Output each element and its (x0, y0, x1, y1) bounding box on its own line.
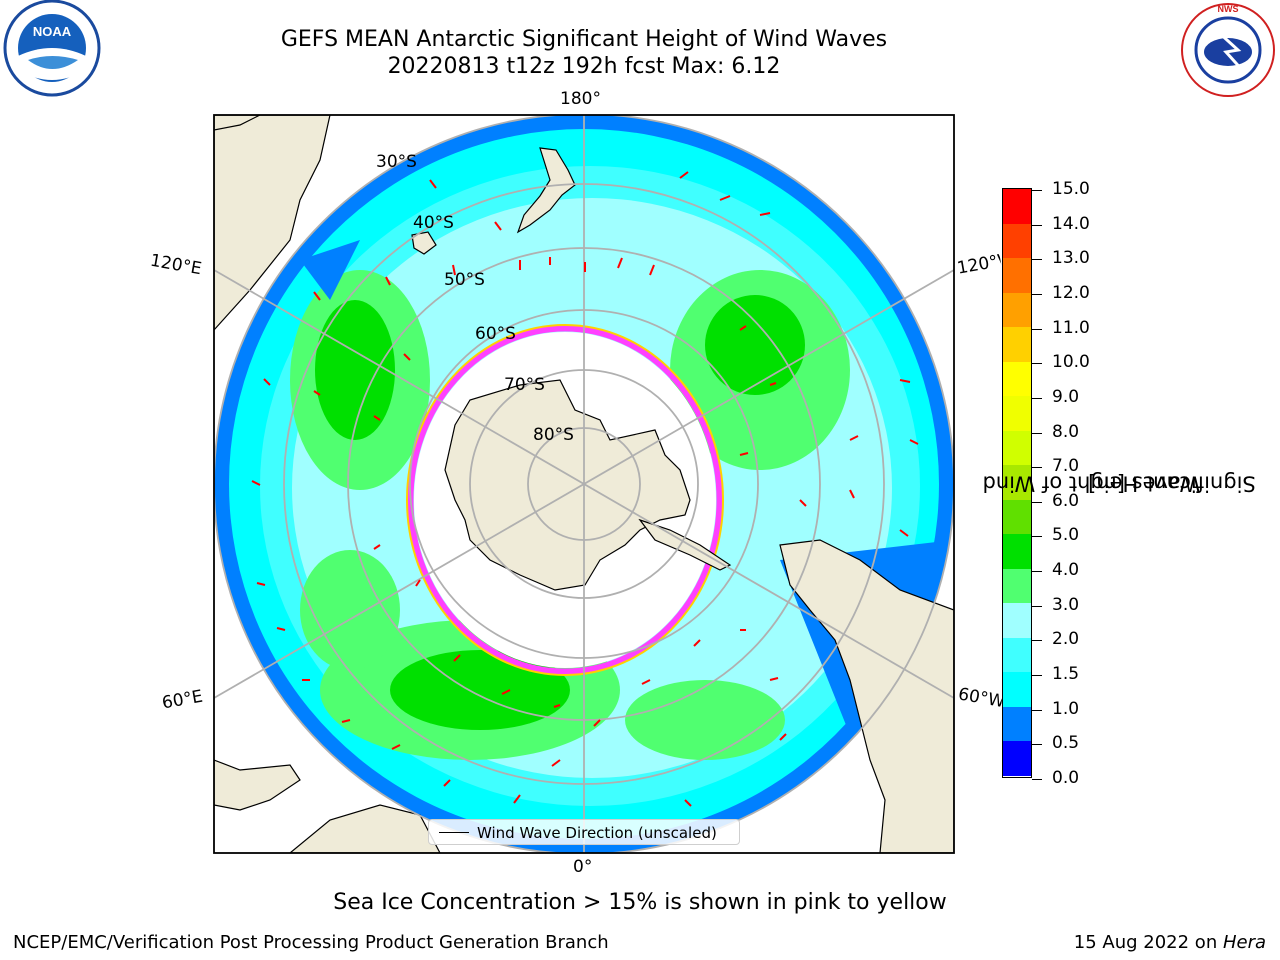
colorbar-tick-label: 14.0 (1052, 213, 1090, 234)
map-legend: Wind Wave Direction (unscaled) (428, 819, 740, 845)
colorbar-tick-label: 5.0 (1052, 525, 1080, 546)
lat-label-60s: 60°S (475, 324, 516, 344)
colorbar-tick-label: 7.0 (1052, 456, 1080, 477)
colorbar-segment (1003, 327, 1031, 362)
colorbar-tick (1032, 328, 1042, 330)
colorbar-tick (1032, 640, 1042, 642)
colorbar-tick (1032, 501, 1042, 503)
sea-ice-note: Sea Ice Concentration > 15% is shown in … (333, 890, 947, 915)
colorbar-segment (1003, 534, 1031, 569)
colorbar-label: Significant Height of Wind Waves [m] (983, 188, 1256, 778)
colorbar-tick (1032, 709, 1042, 711)
colorbar-tick (1032, 259, 1042, 261)
colorbar-tick-label: 6.0 (1052, 490, 1080, 511)
colorbar-tick-label: 2.0 (1052, 629, 1080, 650)
footer-host: Hera (1222, 932, 1266, 953)
lat-label-50s: 50°S (444, 270, 485, 290)
colorbar-segment (1003, 568, 1031, 604)
colorbar-tick (1032, 605, 1042, 607)
colorbar-tick (1032, 293, 1042, 295)
colorbar-segment (1003, 672, 1031, 707)
lat-label-70s: 70°S (504, 375, 545, 395)
colorbar-tick (1032, 571, 1042, 573)
colorbar-segment (1003, 603, 1031, 638)
legend-label: Wind Wave Direction (unscaled) (477, 824, 717, 842)
colorbar-tick (1032, 363, 1042, 365)
lat-label-30s: 30°S (376, 152, 417, 172)
colorbar-tick-label: 3.0 (1052, 594, 1080, 615)
colorbar-tick-label: 0.5 (1052, 733, 1080, 754)
colorbar-segment (1003, 223, 1031, 259)
footer-date-text: 15 Aug 2022 on (1073, 932, 1223, 953)
colorbar-segment (1003, 465, 1031, 500)
colorbar-tick (1032, 744, 1042, 746)
colorbar-tick-label: 1.0 (1052, 698, 1080, 719)
lat-label-40s: 40°S (413, 213, 454, 233)
nws-logo-text: NWS (1218, 4, 1239, 14)
colorbar-tick-label: 4.0 (1052, 560, 1080, 581)
colorbar-segment (1003, 396, 1031, 431)
colorbar-tick (1032, 432, 1042, 434)
lat-label-80s: 80°S (533, 425, 574, 445)
colorbar-tick-label: 9.0 (1052, 386, 1080, 407)
colorbar-tick (1032, 467, 1042, 469)
colorbar-tick-label: 15.0 (1052, 179, 1090, 199)
colorbar-tick-label: 11.0 (1052, 317, 1090, 338)
colorbar-tick-label: 12.0 (1052, 282, 1090, 303)
colorbar-tick-label: 13.0 (1052, 248, 1090, 269)
colorbar-tick (1032, 397, 1042, 399)
chart-subtitle: 20220813 t12z 192h fcst Max: 6.12 (387, 54, 781, 79)
colorbar-segment (1003, 189, 1031, 224)
colorbar-segment (1003, 292, 1031, 328)
colorbar-tick (1032, 675, 1042, 677)
legend-line-sample (439, 832, 469, 833)
lon-label-180: 180° (560, 89, 601, 109)
colorbar-segment (1003, 258, 1031, 293)
colorbar (1002, 188, 1032, 778)
nws-logo: NWS (1181, 3, 1275, 97)
footer-credit: NCEP/EMC/Verification Post Processing Pr… (13, 932, 609, 953)
colorbar-segment (1003, 361, 1031, 397)
colorbar-segment (1003, 637, 1031, 673)
colorbar-tick-label: 1.5 (1052, 664, 1080, 685)
colorbar-segment (1003, 706, 1031, 742)
chart-title: GEFS MEAN Antarctic Significant Height o… (280, 27, 888, 52)
footer-date: 15 Aug 2022 on Hera (1074, 932, 1266, 953)
noaa-logo-text: NOAA (33, 24, 72, 39)
noaa-logo: NOAA (3, 0, 101, 97)
colorbar-tick-label: 0.0 (1052, 768, 1080, 788)
colorbar-segment (1003, 430, 1031, 466)
colorbar-segment (1003, 499, 1031, 535)
colorbar-tick-label: 10.0 (1052, 352, 1090, 373)
lon-label-0: 0° (573, 857, 593, 877)
colorbar-tick (1032, 224, 1042, 226)
colorbar-segment (1003, 741, 1031, 776)
colorbar-tick-label: 8.0 (1052, 421, 1080, 442)
colorbar-tick (1032, 779, 1042, 780)
colorbar-tick (1032, 190, 1042, 191)
colorbar-label-line2: Waves [m] (1088, 471, 1201, 496)
colorbar-tick (1032, 536, 1042, 538)
